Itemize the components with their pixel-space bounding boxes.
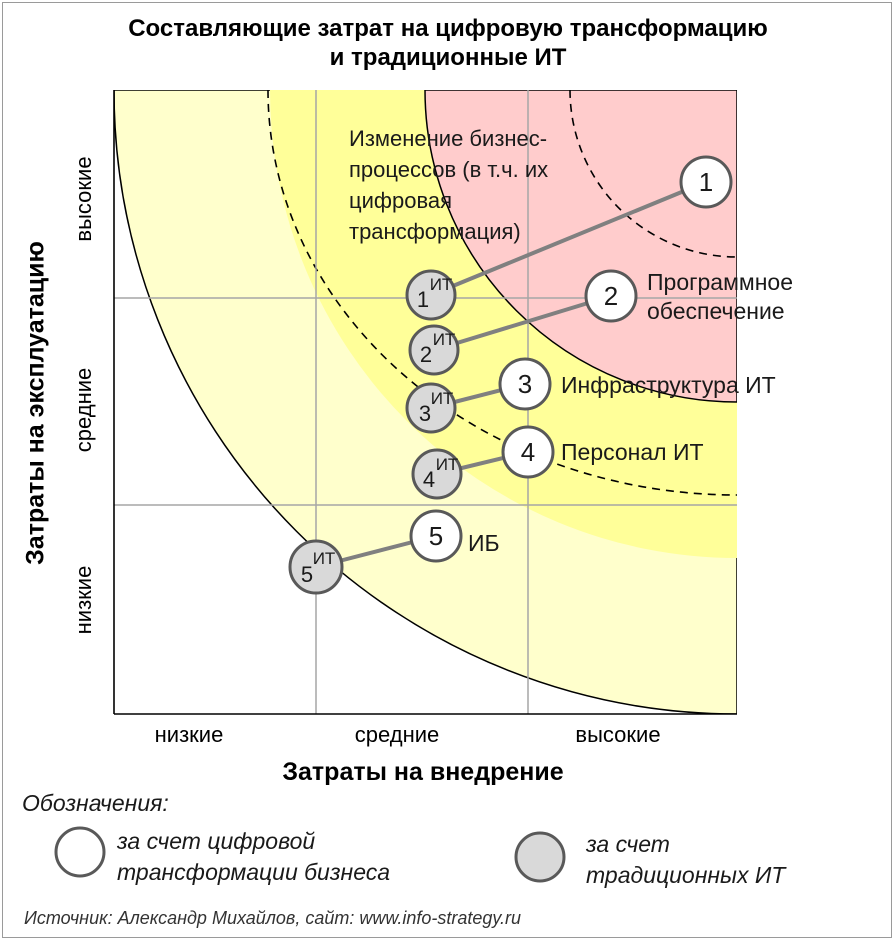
zone-dashed-boundary-1: [267, 90, 737, 496]
digital-numbers: 1 2 3 4 5: [429, 167, 713, 551]
digital-circle-4: [501, 425, 555, 479]
it-number-2: 2: [420, 342, 432, 367]
x-axis-title: Затраты на внедрение: [282, 758, 564, 786]
zone-label-line-4: трансформация): [349, 219, 521, 244]
y-tick-mid: средние: [71, 367, 96, 453]
diagram-title: Составляющие затрат на цифровую трансфор…: [0, 14, 896, 72]
label-personnel-line-1: Персонал ИТ: [561, 439, 704, 465]
legend-digital-line-1: за счет цифровой: [117, 828, 316, 854]
x-tick-low: низкие: [154, 722, 224, 747]
it-sup-5: ИТ: [313, 549, 336, 568]
label-infrastructure: Инфраструктура ИТ: [561, 371, 776, 400]
label-personnel: Персонал ИТ: [561, 438, 704, 467]
legend-it-text: за счет традиционных ИТ: [586, 829, 785, 891]
digital-circle-2: [584, 269, 638, 323]
zones: [114, 90, 737, 714]
it-number-4: 4: [423, 467, 435, 492]
it-circles: [288, 269, 463, 595]
digital-circle-1: [679, 155, 733, 209]
it-circle-4: [411, 448, 463, 500]
label-software-line-2: обеспечение: [647, 298, 785, 324]
legend-digital-line-2: трансформации бизнеса: [117, 859, 391, 885]
legend-heading: Обозначения:: [22, 790, 169, 816]
plot-axes: [113, 90, 737, 715]
label-software: Программное обеспечение: [647, 268, 793, 326]
digital-circles: [409, 155, 733, 563]
label-security-line-1: ИБ: [468, 530, 500, 556]
digital-circle-3: [498, 357, 552, 411]
connector-1: [430, 180, 707, 297]
x-tick-mid: средние: [354, 722, 440, 747]
legend-markers: [54, 826, 566, 883]
legend-digital-text: за счет цифровой трансформации бизнеса: [117, 826, 390, 888]
label-software-line-1: Программное: [647, 269, 793, 295]
digital-number-3: 3: [518, 369, 532, 399]
it-number-5: 5: [301, 562, 313, 587]
it-sup-4: ИТ: [436, 455, 459, 474]
it-number-1: 1: [417, 287, 429, 312]
it-sup-2: ИТ: [433, 330, 456, 349]
legend-it-line-2: традиционных ИТ: [586, 862, 786, 888]
zone-label: Изменение бизнес- процессов (в т.ч. их ц…: [349, 123, 548, 247]
label-infrastructure-line-1: Инфраструктура ИТ: [561, 372, 776, 398]
it-circle-3: [405, 382, 457, 434]
y-axis-title: Затраты на эксплуатацию: [21, 241, 50, 565]
title-line-1: Составляющие затрат на цифровую трансфор…: [128, 15, 768, 42]
legend-digital-marker: [54, 826, 106, 878]
x-tick-high: высокие: [575, 722, 661, 747]
it-numbers: 1 2 3 4 5: [301, 287, 435, 587]
it-circle-5: [288, 539, 344, 595]
zone-label-line-2: процессов (в т.ч. их: [349, 157, 549, 182]
digital-number-1: 1: [699, 167, 713, 197]
digital-circle-5: [409, 509, 463, 563]
y-tick-low: низкие: [71, 565, 96, 635]
legend-it-marker: [514, 831, 566, 883]
digital-number-5: 5: [429, 521, 443, 551]
it-circle-2: [408, 324, 460, 376]
it-circle-1: [405, 269, 457, 321]
zone-dashed-boundary-2: [569, 90, 737, 258]
legend-it-line-1: за счет: [586, 831, 670, 857]
digital-number-4: 4: [521, 437, 535, 467]
title-line-2: и традиционные ИТ: [329, 44, 567, 71]
label-security: ИБ: [468, 529, 500, 558]
it-number-3: 3: [419, 401, 431, 426]
it-superscripts: ИТ ИТ ИТ ИТ ИТ: [313, 275, 459, 568]
source-note: Источник: Александр Михайлов, сайт: www.…: [24, 908, 522, 928]
connector-2: [433, 294, 612, 352]
y-tick-high: высокие: [71, 156, 96, 242]
zone-label-line-1: Изменение бизнес-: [349, 126, 548, 151]
it-sup-3: ИТ: [431, 389, 454, 408]
zone-label-line-3: цифровая: [349, 188, 453, 213]
digital-number-2: 2: [604, 281, 618, 311]
it-sup-1: ИТ: [430, 275, 453, 294]
